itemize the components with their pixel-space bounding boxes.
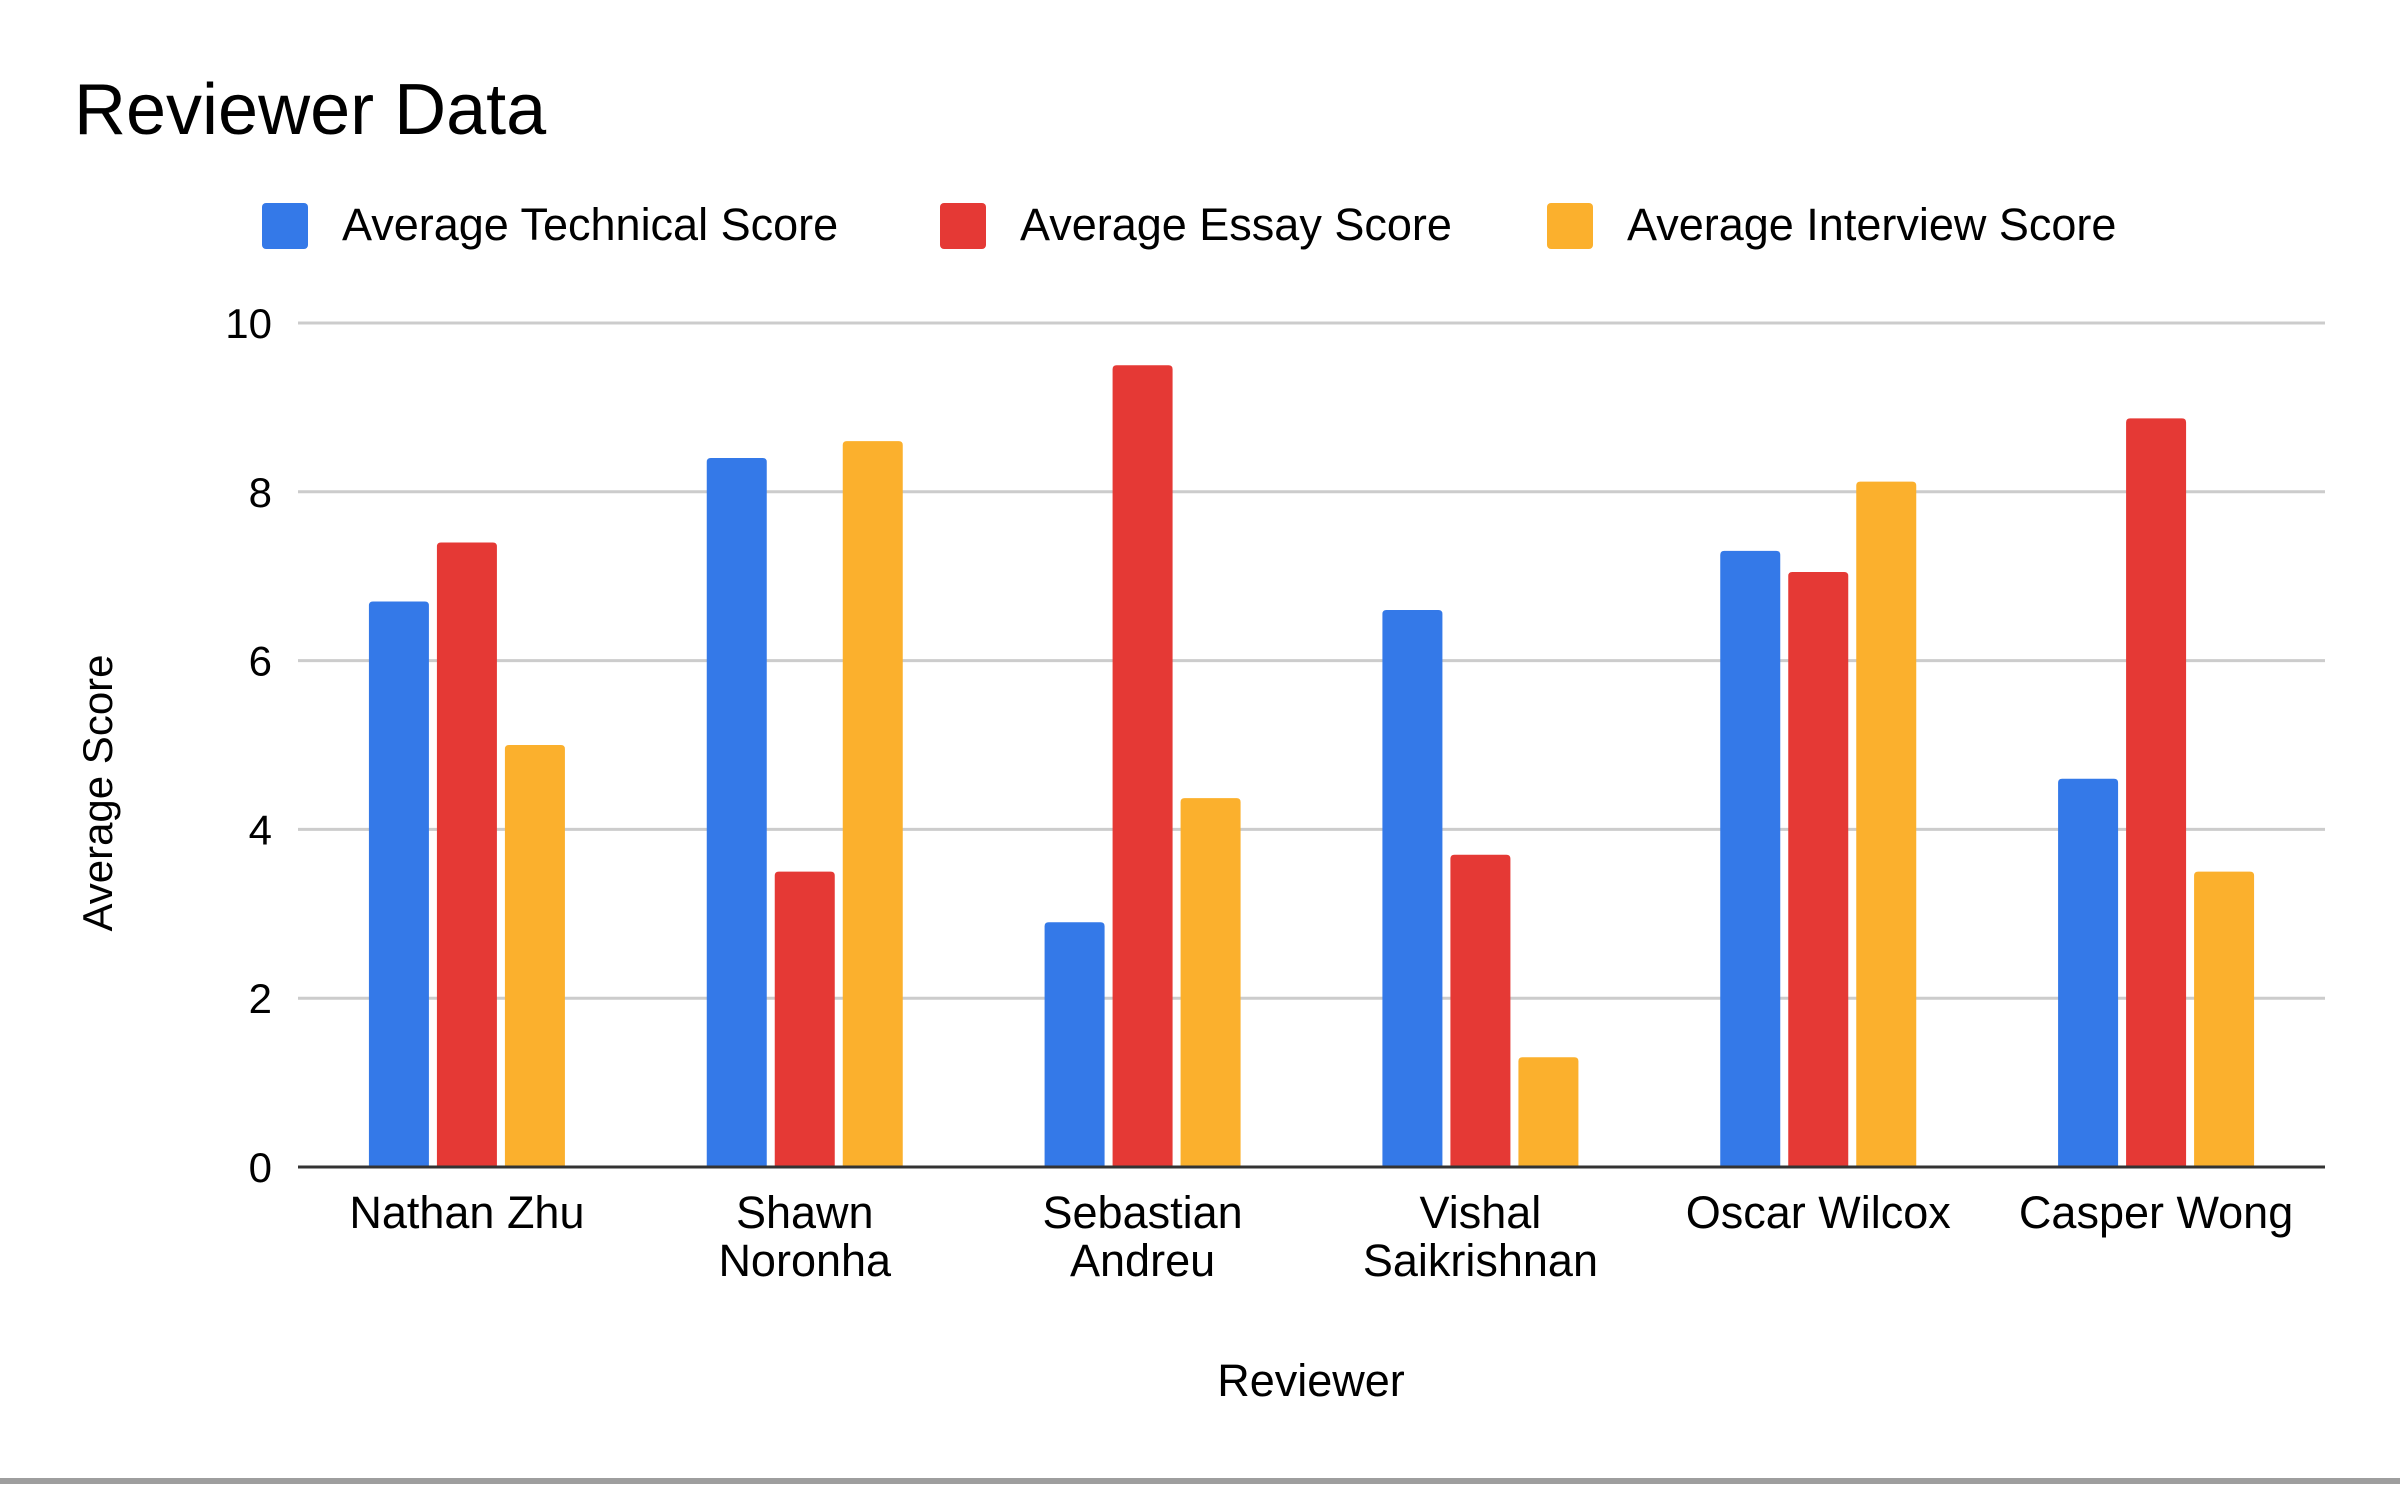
bar-average-essay-score [436,542,497,1167]
legend-swatch [940,203,986,249]
x-tick-label: Shawn [736,1187,874,1238]
x-tick-label: Noronha [718,1235,892,1286]
legend-label: Average Essay Score [1020,199,1452,250]
bottom-rule [0,1478,2400,1484]
bar-average-technical-score [2058,778,2119,1167]
y-tick-label: 10 [225,300,272,347]
legend-label: Average Technical Score [342,199,838,250]
y-tick-label: 2 [249,975,272,1022]
legend-label: Average Interview Score [1627,199,2116,250]
x-tick-label: Saikrishnan [1363,1235,1598,1286]
bar-average-technical-score [1382,609,1443,1167]
chart-title: Reviewer Data [74,70,547,150]
bar-average-technical-score [1720,550,1781,1167]
bar-average-essay-score [1450,854,1511,1167]
bar-average-essay-score [2126,418,2187,1167]
gridlines [298,321,2325,1000]
bar-average-essay-score [774,871,835,1167]
bar-average-interview-score [842,441,903,1167]
y-tick-label: 0 [249,1144,272,1191]
x-tick-label: Sebastian [1043,1187,1243,1238]
bar-average-interview-score [1856,481,1917,1167]
y-tick-label: 8 [249,469,272,516]
bar-average-technical-score [1044,922,1105,1167]
legend-swatch [262,203,308,249]
x-tick-label: Andreu [1070,1235,1215,1286]
x-tick-label: Oscar Wilcox [1686,1187,1952,1238]
x-tick-label: Vishal [1420,1187,1542,1238]
bar-average-interview-score [504,745,565,1167]
bar-average-essay-score [1788,571,1849,1167]
bars [368,365,2255,1167]
x-axis-title: Reviewer [1217,1355,1405,1406]
bar-average-interview-score [2194,871,2255,1167]
x-tick-label: Casper Wong [2019,1187,2293,1238]
legend-swatch [1547,203,1593,249]
bar-average-interview-score [1180,798,1241,1167]
y-tick-label: 4 [249,806,272,853]
legend: Average Technical Score Average Essay Sco… [262,199,2116,250]
y-axis-title: Average Score [74,654,121,931]
x-tick-label: Nathan Zhu [349,1187,584,1238]
bar-average-essay-score [1112,365,1173,1167]
bar-average-technical-score [706,458,767,1167]
y-tick-label: 6 [249,638,272,685]
bar-average-technical-score [368,601,429,1167]
y-axis-ticks: 0 2 4 6 8 10 [225,300,272,1191]
bar-average-interview-score [1518,1057,1579,1167]
